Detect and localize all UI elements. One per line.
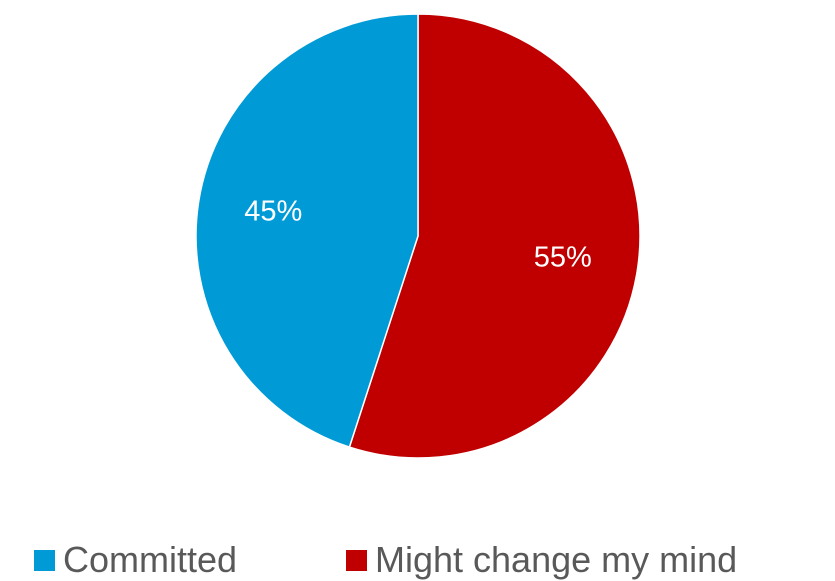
data-label-might-change-my-mind: 55%	[534, 242, 592, 274]
legend-swatch-committed	[34, 549, 55, 571]
legend-item-committed: Committed	[34, 540, 237, 580]
legend-label-committed: Committed	[63, 539, 238, 580]
pie-slices	[195, 13, 641, 459]
pie-slice-committed	[195, 13, 419, 449]
legend-label-might-change: Might change my mind	[375, 539, 738, 580]
pie-data-labels: 55% 45%	[244, 196, 591, 274]
legend-swatch-might-change	[346, 549, 367, 571]
legend-item-might-change: Might change my mind	[346, 540, 737, 580]
pie-slice-might-change-my-mind	[348, 13, 641, 459]
pie-chart: 55% 45%	[195, 13, 641, 459]
chart-legend: Committed Might change my mind	[0, 540, 835, 581]
data-label-committed: 45%	[244, 196, 302, 228]
